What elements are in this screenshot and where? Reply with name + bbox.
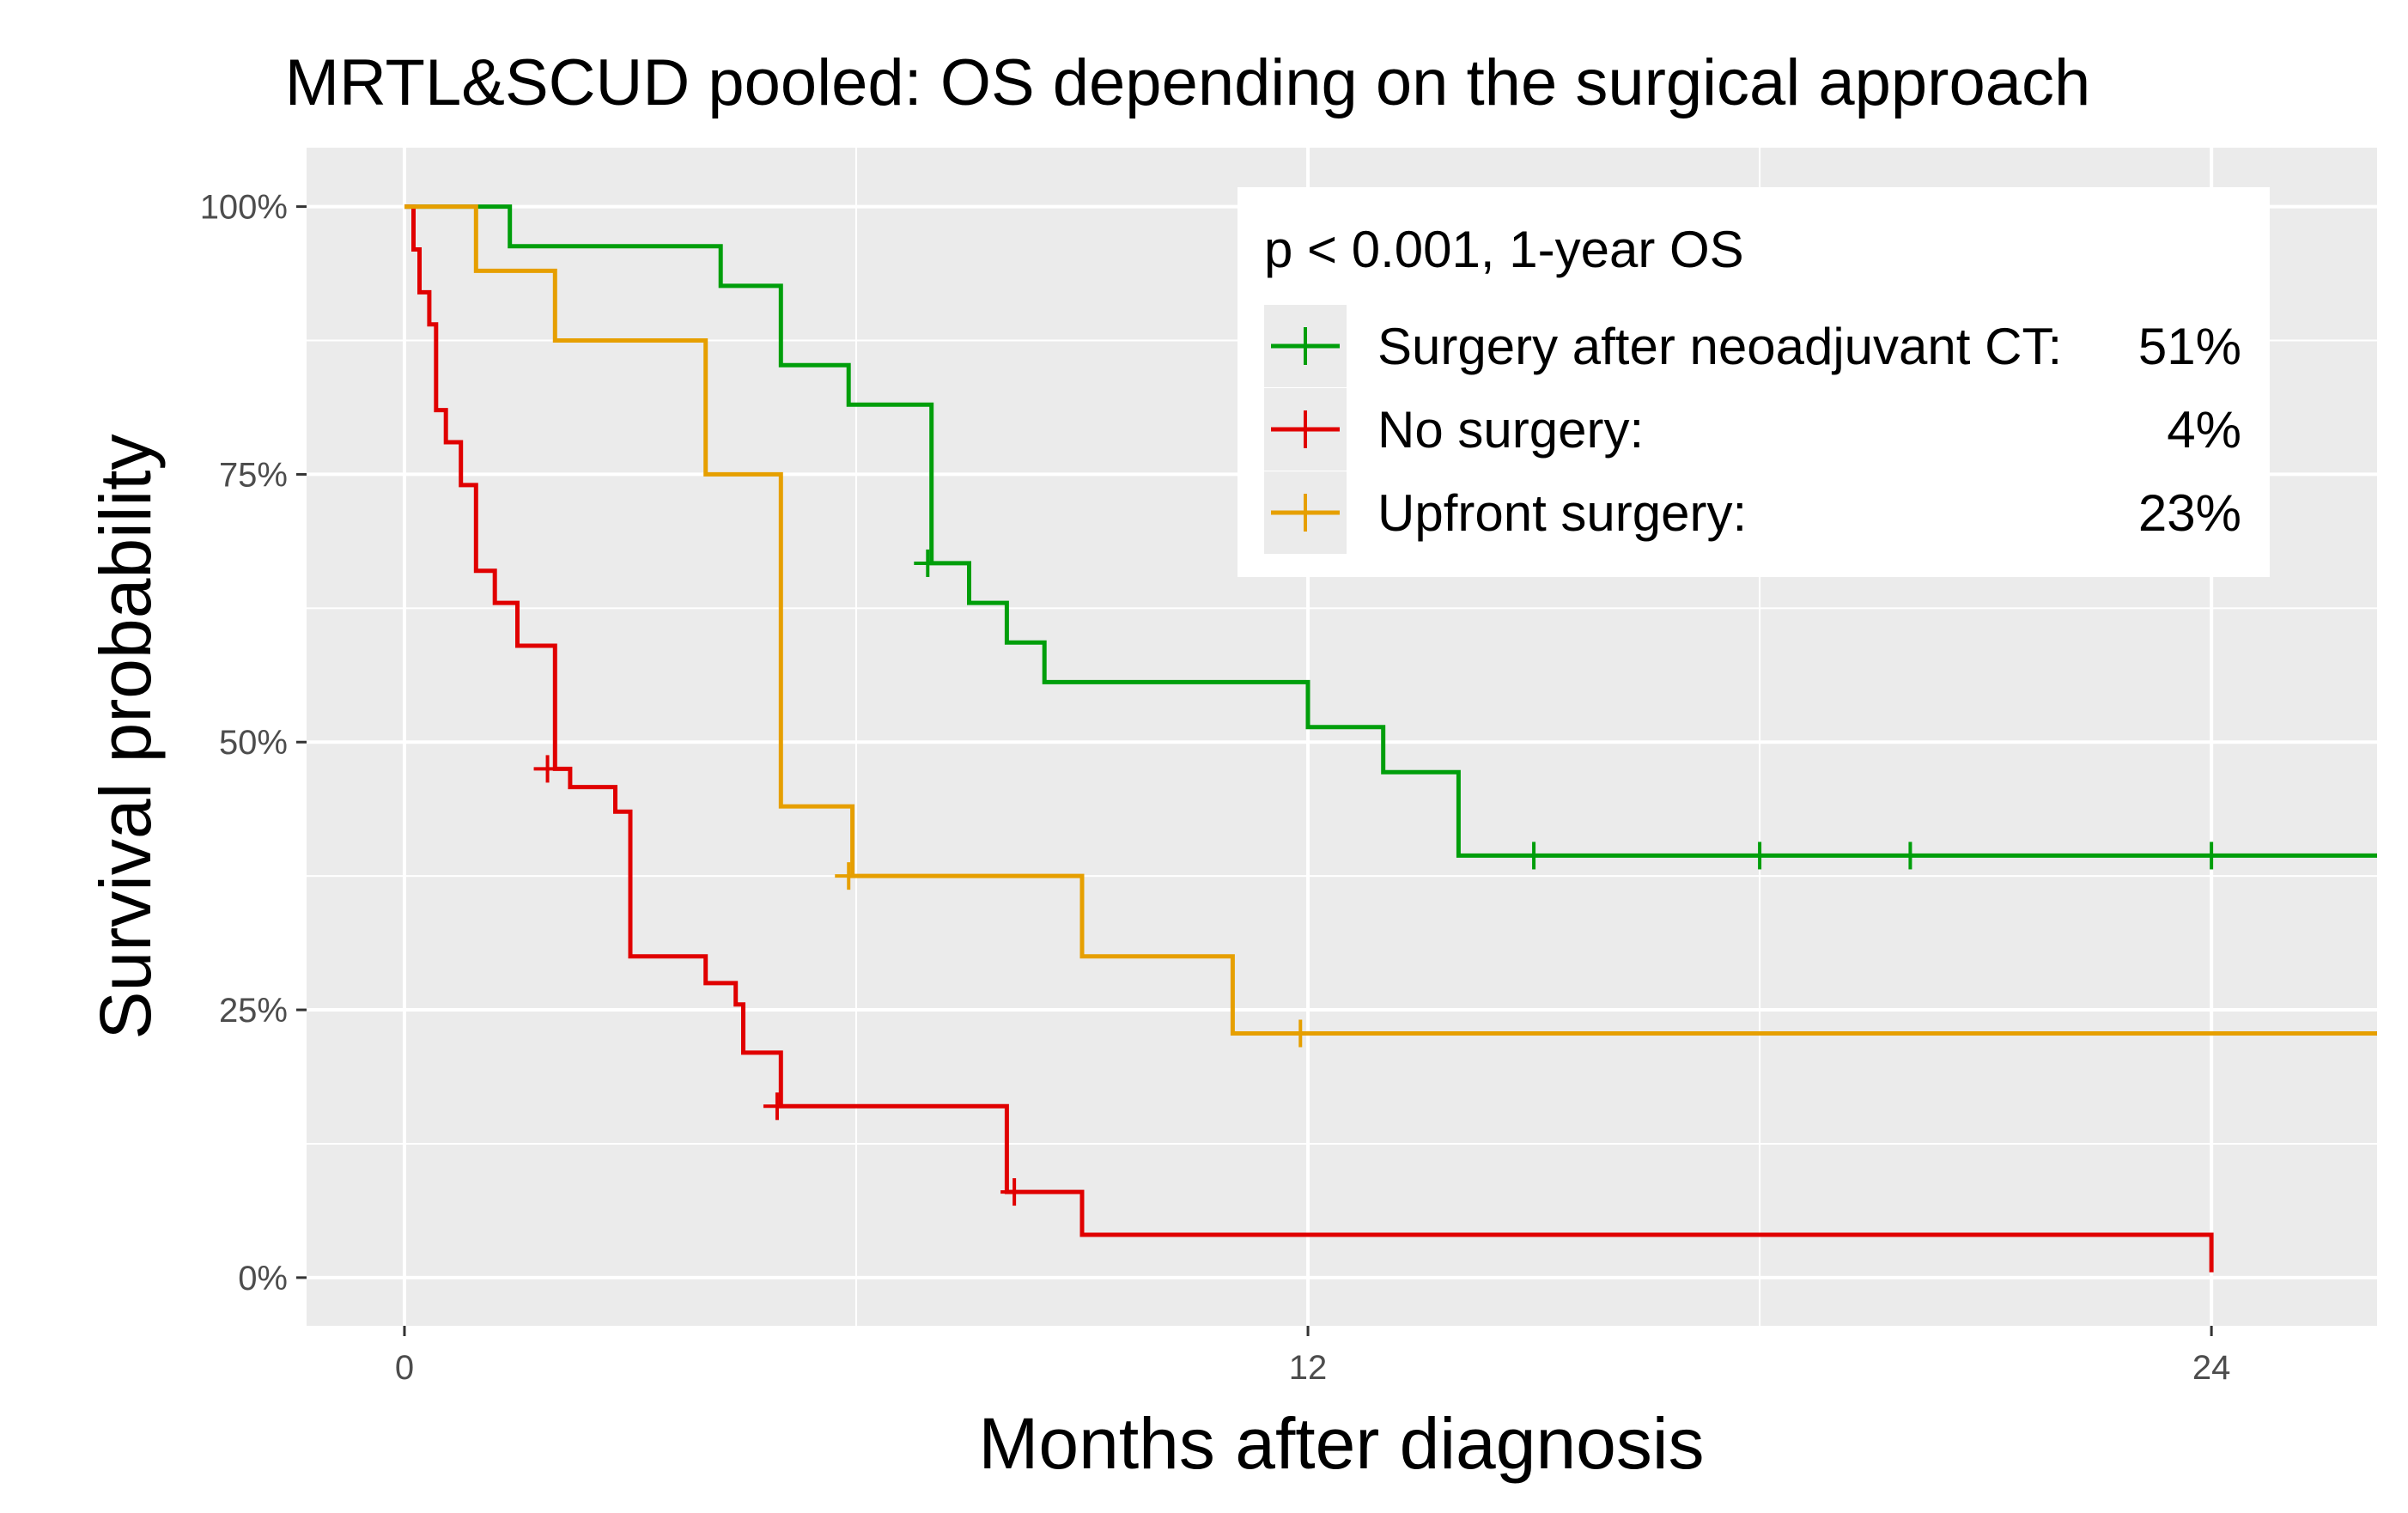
censor-mark-no-surgery [763,1092,791,1121]
censor-mark-no-surgery [1000,1178,1029,1206]
legend-label: No surgery: [1377,401,1644,459]
legend-label: Surgery after neoadjuvant CT: [1377,318,2062,375]
y-tick-label: 75% [219,456,288,494]
censor-marks [533,549,2226,1206]
y-tick-label: 50% [219,724,288,762]
legend-label: Upfront surgery: [1377,484,1747,542]
censor-mark-surgery-after-neoadjuvant-ct [1746,842,1774,870]
curve-upfront-surgery [404,204,2377,1036]
y-tick-label: 0% [238,1260,288,1297]
legend: p < 0.001, 1-year OS Surgery after neoad… [1237,187,2270,577]
x-tick-label: 0 [395,1349,414,1387]
censor-mark-upfront-surgery [835,862,863,890]
legend-entry: Surgery after neoadjuvant CT: 51% [1264,305,2241,387]
censor-mark-surgery-after-neoadjuvant-ct [1520,842,1548,870]
y-axis-ticks: 0% 25% 50% 75% 100% [200,189,307,1297]
censor-mark-surgery-after-neoadjuvant-ct [1896,842,1925,870]
legend-value: 4% [2167,401,2241,459]
censor-mark-no-surgery [533,755,562,783]
legend-background [1237,187,2270,577]
chart-title: MRTL&SCUD pooled: OS depending on the su… [285,46,2091,119]
y-tick-label: 100% [200,189,288,227]
legend-value: 23% [2138,484,2241,542]
curve-surgery-after-neoadjuvant-ct [404,204,2377,858]
legend-title: p < 0.001, 1-year OS [1264,221,1744,278]
legend-entry: No surgery: 4% [1264,388,2241,471]
x-axis-ticks: 0 12 24 [395,1326,2231,1387]
y-tick-label: 25% [219,992,288,1030]
y-axis-title: Survival probability [85,434,166,1040]
x-axis-title: Months after diagnosis [978,1403,1704,1484]
censor-mark-upfront-surgery [1286,1019,1315,1048]
censor-mark-surgery-after-neoadjuvant-ct [914,549,942,577]
legend-value: 51% [2138,318,2241,375]
legend-entry: Upfront surgery: 23% [1264,471,2241,554]
x-tick-label: 24 [2192,1349,2231,1387]
x-tick-label: 12 [1289,1349,1328,1387]
censor-mark-surgery-after-neoadjuvant-ct [2198,842,2226,870]
